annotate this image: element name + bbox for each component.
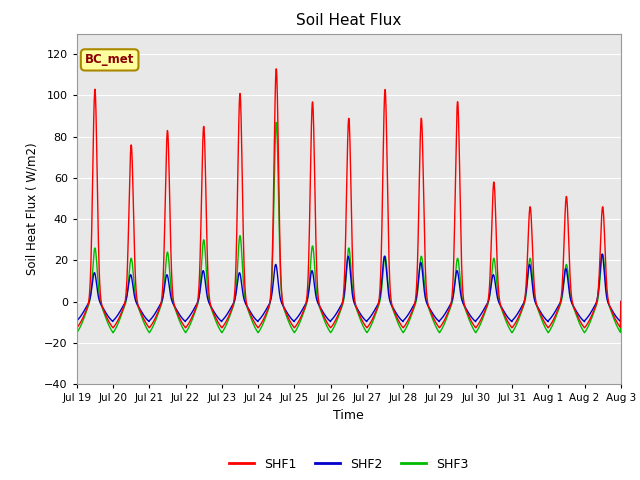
Line: SHF1: SHF1	[77, 69, 621, 328]
SHF2	[584, 314, 592, 320]
X-axis label: Time: Time	[333, 408, 364, 421]
Text: BC_met: BC_met	[85, 53, 134, 66]
SHF1	[584, 320, 592, 325]
SHF2	[580, 319, 588, 324]
SHF3	[584, 324, 592, 330]
SHF2	[365, 316, 372, 322]
SHF1	[507, 324, 515, 329]
SHF2	[598, 251, 606, 257]
Line: SHF2: SHF2	[77, 254, 621, 322]
SHF3	[376, 296, 384, 301]
SHF1	[73, 325, 81, 331]
SHF2	[507, 318, 515, 324]
SHF3	[73, 330, 81, 336]
Title: Soil Heat Flux: Soil Heat Flux	[296, 13, 401, 28]
SHF3	[273, 120, 280, 125]
SHF3	[225, 317, 232, 323]
SHF1	[569, 301, 577, 307]
SHF2	[225, 309, 232, 315]
SHF3	[365, 327, 372, 333]
SHF1	[365, 323, 372, 329]
SHF2	[617, 299, 625, 304]
SHF2	[73, 318, 81, 324]
SHF1	[376, 277, 384, 283]
SHF1	[273, 66, 280, 72]
Y-axis label: Soil Heat Flux ( W/m2): Soil Heat Flux ( W/m2)	[26, 143, 38, 275]
SHF1	[617, 299, 625, 304]
SHF3	[617, 299, 625, 304]
SHF2	[569, 302, 577, 308]
SHF3	[507, 328, 515, 334]
SHF3	[569, 303, 577, 309]
Line: SHF3: SHF3	[77, 122, 621, 333]
Legend: SHF1, SHF2, SHF3: SHF1, SHF2, SHF3	[224, 453, 474, 476]
SHF2	[376, 293, 384, 299]
SHF1	[225, 314, 232, 320]
